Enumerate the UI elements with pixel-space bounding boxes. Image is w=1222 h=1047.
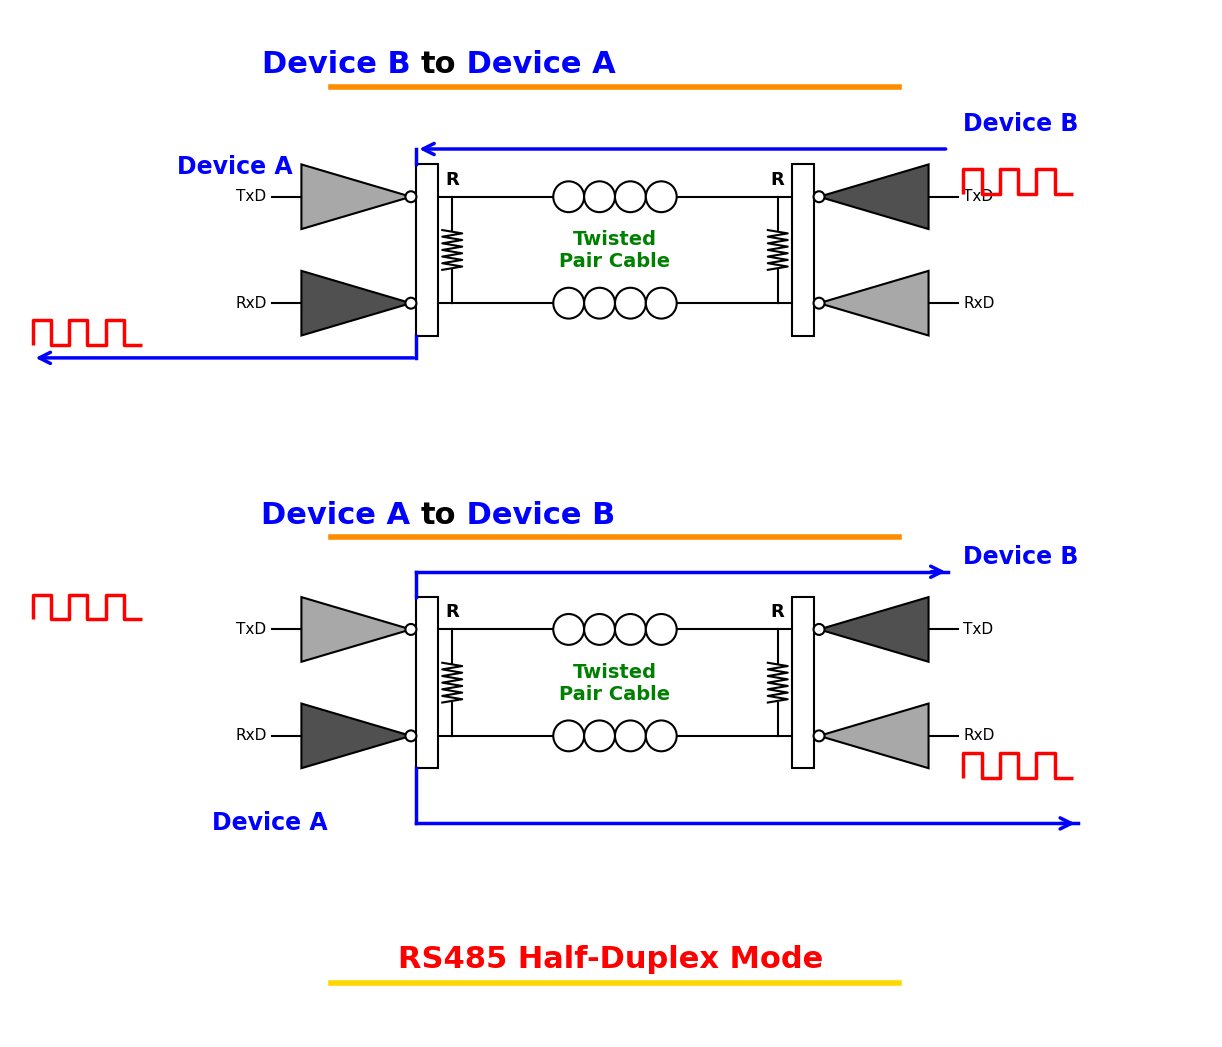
- Polygon shape: [819, 704, 929, 768]
- Polygon shape: [819, 597, 929, 662]
- Text: to: to: [420, 500, 456, 530]
- Polygon shape: [819, 164, 929, 229]
- Circle shape: [814, 297, 825, 309]
- Circle shape: [406, 192, 417, 202]
- Circle shape: [584, 614, 615, 645]
- Text: RS485 Half-Duplex Mode: RS485 Half-Duplex Mode: [398, 945, 824, 974]
- Circle shape: [406, 297, 417, 309]
- Text: Device B: Device B: [456, 500, 615, 530]
- Circle shape: [814, 192, 825, 202]
- Circle shape: [584, 181, 615, 213]
- Polygon shape: [819, 271, 929, 335]
- Text: R: R: [771, 171, 785, 188]
- Text: RxD: RxD: [963, 729, 995, 743]
- Circle shape: [406, 731, 417, 741]
- Text: Device B: Device B: [963, 544, 1079, 569]
- Circle shape: [814, 731, 825, 741]
- Circle shape: [406, 624, 417, 634]
- Circle shape: [554, 288, 584, 318]
- Text: R: R: [445, 603, 459, 622]
- Text: Device B: Device B: [262, 50, 420, 79]
- Text: TxD: TxD: [236, 622, 266, 637]
- Bar: [792, 164, 814, 335]
- Circle shape: [554, 181, 584, 213]
- Text: R: R: [771, 603, 785, 622]
- Text: RxD: RxD: [235, 295, 266, 311]
- Text: Twisted
Pair Cable: Twisted Pair Cable: [560, 230, 671, 271]
- Text: TxD: TxD: [963, 190, 993, 204]
- Text: Twisted
Pair Cable: Twisted Pair Cable: [560, 663, 671, 704]
- Circle shape: [615, 614, 646, 645]
- Circle shape: [646, 181, 677, 213]
- Circle shape: [584, 720, 615, 752]
- Circle shape: [554, 614, 584, 645]
- Circle shape: [554, 720, 584, 752]
- Bar: [792, 597, 814, 768]
- Polygon shape: [302, 271, 411, 335]
- Bar: [417, 597, 439, 768]
- Circle shape: [646, 720, 677, 752]
- Text: RxD: RxD: [963, 295, 995, 311]
- Text: Device A: Device A: [456, 50, 616, 79]
- Circle shape: [584, 288, 615, 318]
- Bar: [417, 164, 439, 335]
- Text: to: to: [420, 50, 456, 79]
- Text: TxD: TxD: [963, 622, 993, 637]
- Polygon shape: [302, 597, 411, 662]
- Text: TxD: TxD: [236, 190, 266, 204]
- Circle shape: [615, 181, 646, 213]
- Circle shape: [615, 720, 646, 752]
- Circle shape: [814, 624, 825, 634]
- Text: Device A: Device A: [262, 500, 420, 530]
- Circle shape: [646, 614, 677, 645]
- Circle shape: [615, 288, 646, 318]
- Text: Device B: Device B: [963, 112, 1079, 136]
- Text: R: R: [445, 171, 459, 188]
- Text: Device A: Device A: [211, 811, 327, 836]
- Polygon shape: [302, 164, 411, 229]
- Text: Device A: Device A: [177, 155, 292, 179]
- Text: RxD: RxD: [235, 729, 266, 743]
- Circle shape: [646, 288, 677, 318]
- Polygon shape: [302, 704, 411, 768]
